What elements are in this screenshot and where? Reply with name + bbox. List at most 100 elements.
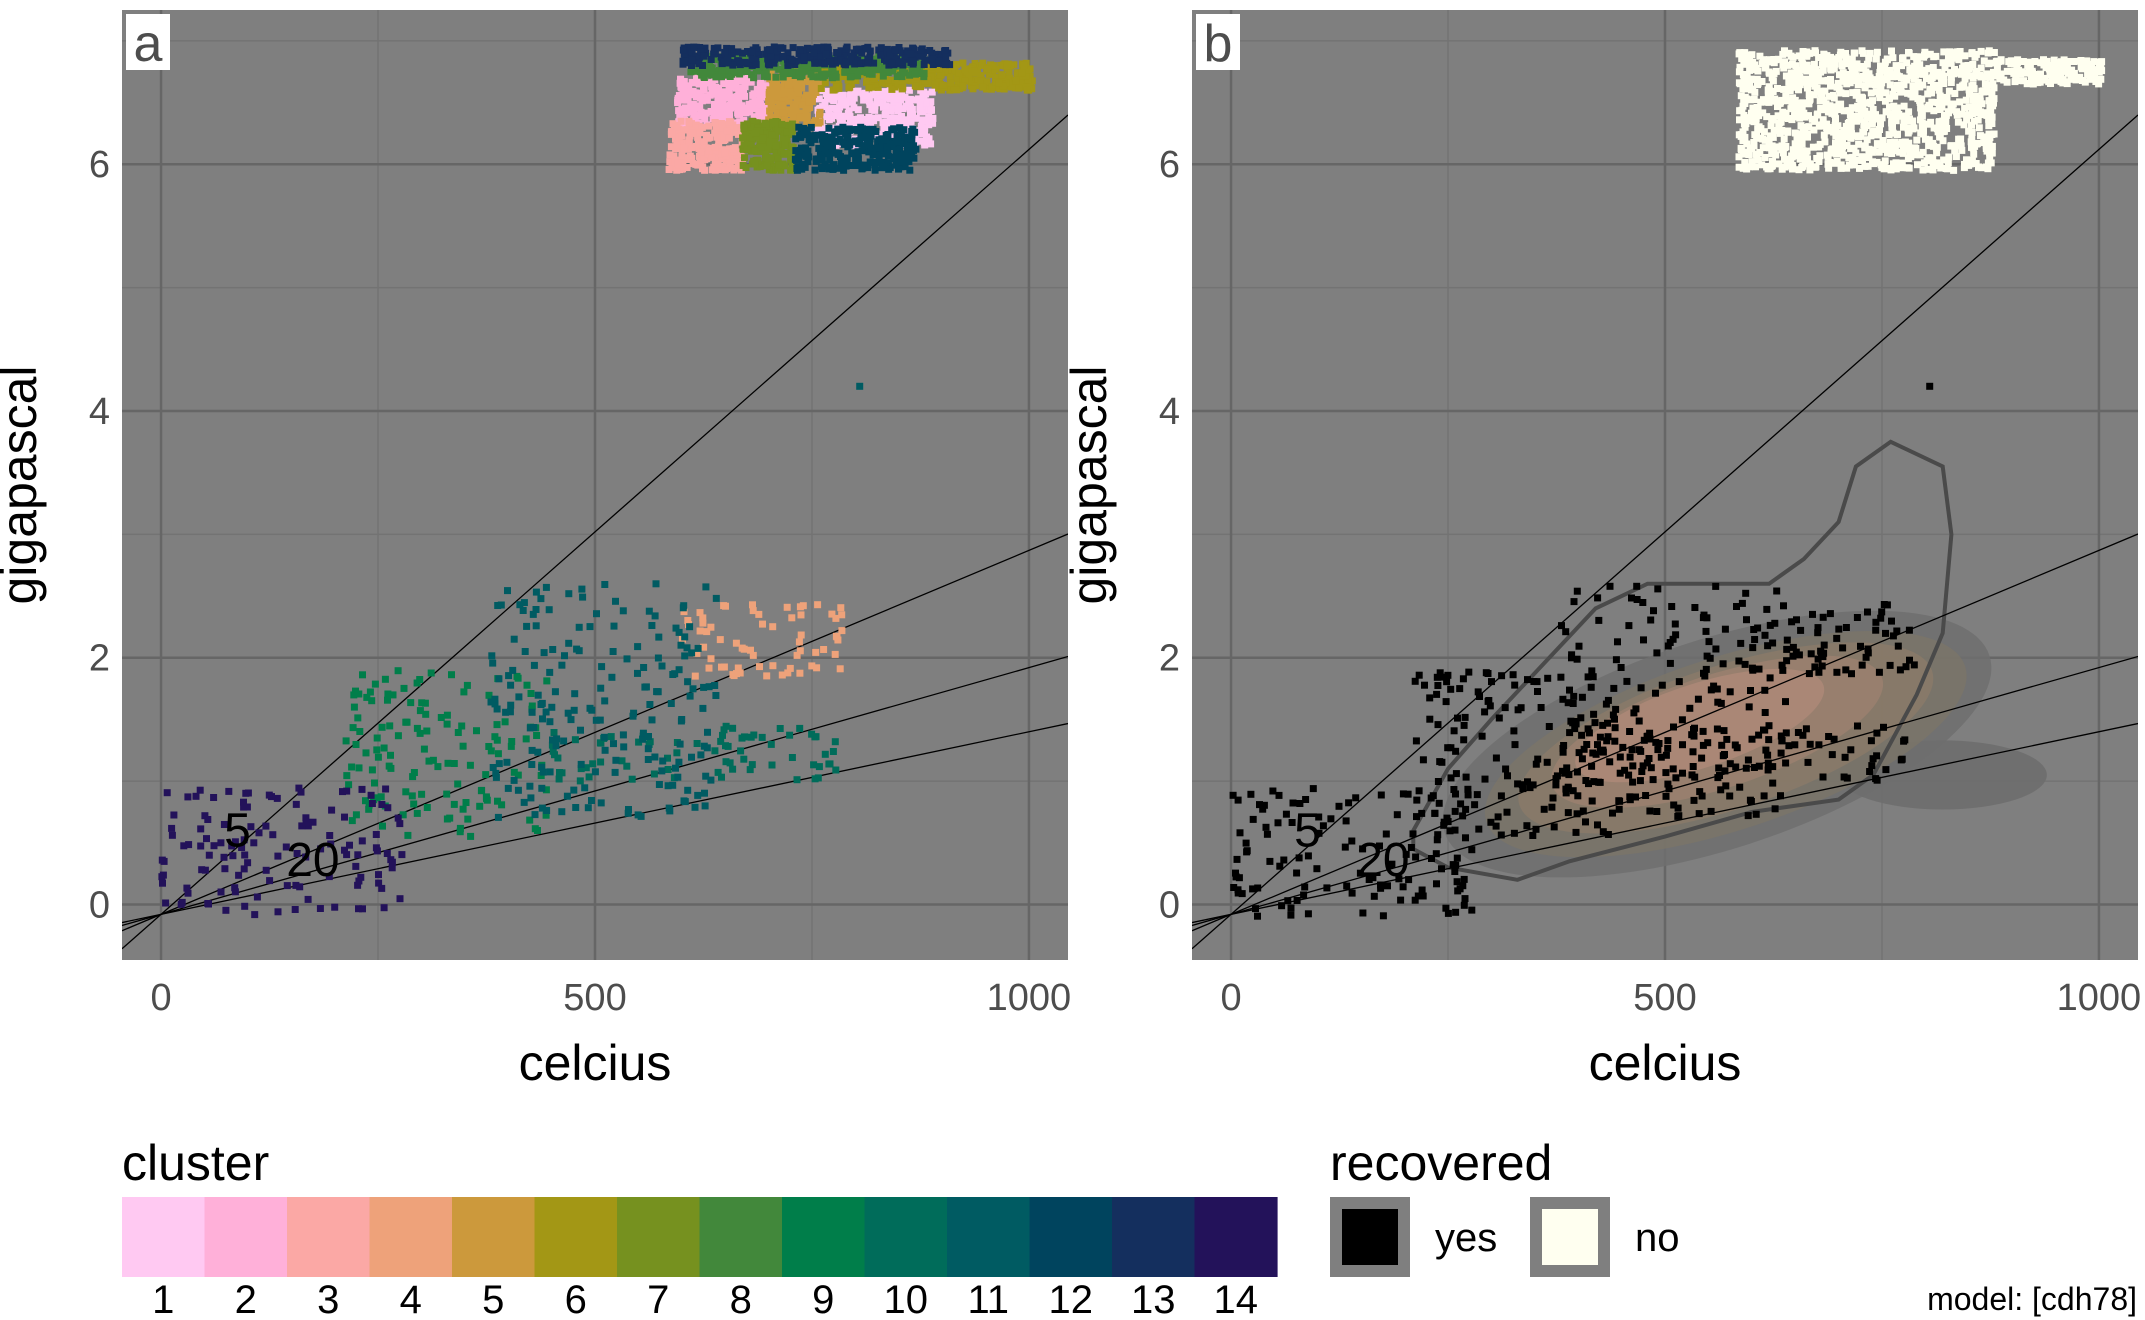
data-point — [907, 50, 914, 58]
data-point — [655, 633, 663, 641]
data-point — [804, 105, 812, 113]
data-point — [941, 47, 949, 55]
data-point — [1737, 146, 1745, 154]
data-point — [705, 664, 713, 672]
data-point — [1719, 752, 1727, 760]
data-point — [561, 652, 568, 660]
data-point — [1722, 782, 1730, 790]
data-point — [1807, 650, 1815, 658]
data-point — [231, 884, 239, 892]
data-point — [1518, 781, 1526, 789]
data-point — [1980, 57, 1988, 65]
data-point — [1811, 82, 1819, 90]
data-point — [371, 680, 379, 688]
data-point — [1760, 56, 1767, 64]
data-point — [1359, 845, 1367, 853]
data-point — [1611, 724, 1619, 732]
cluster-legend: cluster 1 2 3 4 5 6 7 8 9 10 11 12 13 14 — [122, 1135, 1278, 1320]
data-point — [929, 61, 937, 68]
data-point — [731, 164, 739, 172]
data-point — [813, 664, 821, 672]
data-point — [1797, 66, 1804, 74]
data-point — [832, 149, 840, 157]
data-point — [668, 129, 676, 137]
data-point — [596, 739, 604, 747]
data-point — [697, 161, 705, 169]
data-point — [834, 636, 842, 644]
data-point — [1848, 55, 1856, 63]
data-point — [1736, 116, 1743, 124]
data-point — [1852, 112, 1860, 120]
data-point — [1857, 642, 1864, 650]
data-point — [738, 734, 746, 742]
data-point — [1588, 667, 1596, 675]
data-point — [304, 895, 312, 903]
data-point — [749, 601, 756, 609]
data-point — [1890, 102, 1898, 110]
data-point — [1025, 66, 1033, 74]
data-point — [504, 587, 511, 595]
data-point — [1872, 618, 1880, 626]
data-point — [720, 726, 728, 734]
data-point — [548, 703, 556, 711]
data-point — [1444, 909, 1452, 917]
data-point — [1543, 758, 1551, 766]
data-point — [1898, 159, 1906, 167]
data-point — [1718, 741, 1726, 749]
data-point — [696, 129, 704, 137]
data-point — [1985, 122, 1993, 130]
data-point — [1852, 149, 1860, 157]
data-point — [673, 166, 681, 174]
data-point — [1550, 823, 1558, 831]
data-point — [1786, 85, 1794, 93]
data-point — [1752, 163, 1759, 171]
data-point — [651, 753, 659, 761]
data-point — [1843, 80, 1851, 88]
data-point — [1746, 55, 1753, 63]
data-point — [1585, 780, 1592, 788]
data-point — [623, 762, 631, 770]
data-point — [743, 120, 751, 128]
data-point — [610, 622, 618, 630]
data-point — [1696, 788, 1704, 796]
cluster-legend-swatch — [864, 1197, 948, 1277]
data-point — [765, 98, 773, 105]
data-point — [1935, 118, 1943, 126]
data-point — [542, 786, 550, 794]
data-point — [780, 69, 788, 77]
data-point — [1905, 139, 1913, 147]
data-point — [2052, 71, 2060, 79]
data-point — [700, 643, 708, 651]
data-point — [2005, 58, 2013, 66]
data-point — [1904, 89, 1912, 97]
data-point — [628, 775, 636, 783]
data-point — [1920, 53, 1928, 61]
data-point — [1672, 631, 1680, 639]
data-point — [761, 111, 769, 119]
data-point — [1784, 127, 1792, 135]
data-point — [1812, 76, 1820, 84]
data-point — [815, 144, 823, 152]
data-point — [640, 664, 648, 671]
data-point — [1880, 723, 1887, 731]
data-point — [648, 622, 656, 629]
data-point — [1450, 786, 1458, 793]
data-point — [1739, 71, 1747, 78]
data-point — [953, 86, 960, 94]
reference-line — [1192, 533, 2138, 932]
data-point — [1864, 111, 1872, 118]
data-point — [1465, 668, 1473, 676]
data-point — [586, 704, 594, 712]
data-point — [1748, 735, 1756, 743]
data-point — [671, 670, 679, 678]
data-point — [875, 136, 883, 144]
data-point — [765, 166, 773, 174]
data-point — [1735, 657, 1743, 665]
data-point — [1970, 150, 1978, 158]
data-point — [1905, 626, 1913, 634]
data-point — [717, 53, 725, 61]
data-point — [850, 94, 858, 102]
data-point — [890, 98, 898, 106]
data-point — [1440, 673, 1448, 681]
data-point — [1735, 68, 1743, 76]
